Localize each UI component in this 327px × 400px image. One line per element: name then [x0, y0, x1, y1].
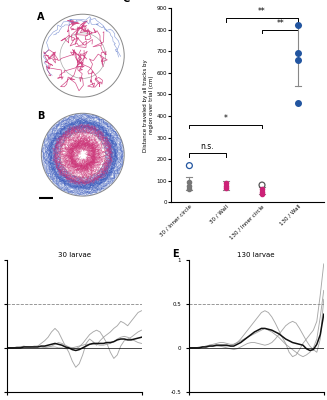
Point — [296, 57, 301, 63]
Title: 130 larvae: 130 larvae — [237, 252, 275, 258]
Point — [296, 22, 301, 28]
Point — [187, 183, 192, 189]
Point — [187, 186, 192, 192]
Text: *: * — [224, 114, 228, 123]
Text: **: ** — [276, 19, 284, 28]
Text: n.s.: n.s. — [201, 142, 215, 151]
Point — [223, 185, 228, 192]
Point — [259, 186, 265, 192]
Point — [187, 162, 192, 169]
Point — [223, 183, 228, 189]
Point — [296, 50, 301, 56]
Point — [259, 190, 265, 197]
Text: A: A — [37, 12, 45, 22]
Text: E: E — [173, 249, 179, 259]
Point — [259, 188, 265, 195]
Text: B: B — [37, 111, 44, 121]
Title: 30 larvae: 30 larvae — [58, 252, 91, 258]
Text: **: ** — [258, 7, 266, 16]
Text: C: C — [122, 0, 130, 4]
Point — [259, 182, 265, 188]
Point — [296, 100, 301, 106]
Y-axis label: Distance traveled by all tracks by
region over trial (cm): Distance traveled by all tracks by regio… — [143, 59, 154, 152]
Point — [187, 179, 192, 185]
Point — [223, 180, 228, 186]
